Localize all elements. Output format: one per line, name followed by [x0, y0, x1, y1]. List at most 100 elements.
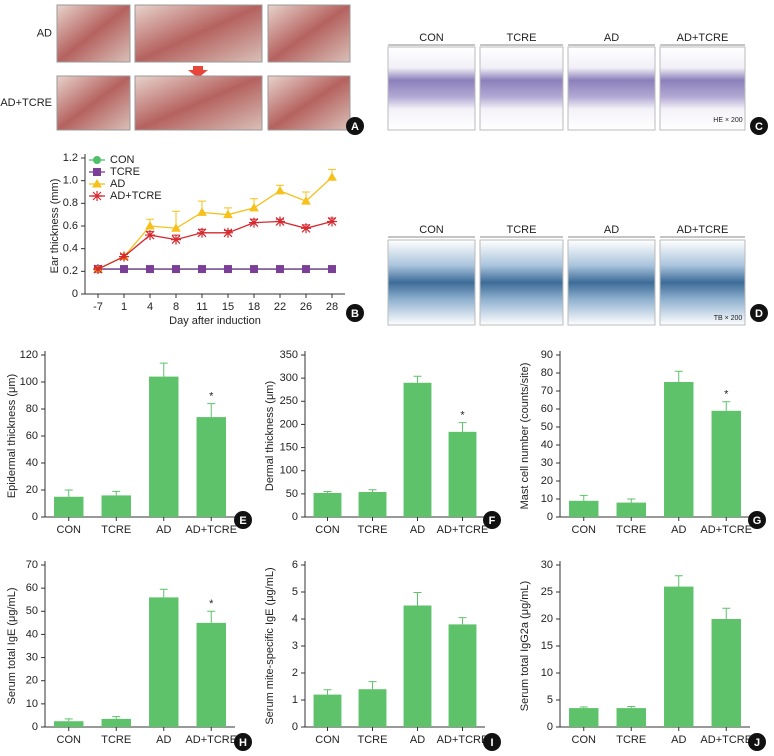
marker	[302, 265, 310, 274]
x-tick-label: AD	[671, 734, 686, 746]
marker	[250, 265, 258, 274]
panel-letter: G	[753, 515, 762, 527]
y-tick-label: 60	[26, 582, 38, 594]
significance-mark: *	[209, 391, 214, 403]
y-tick-label: 20	[541, 475, 553, 487]
marker	[145, 220, 155, 230]
x-tick-label: AD	[410, 734, 425, 746]
error-bar	[112, 490, 121, 496]
photo	[134, 75, 263, 131]
panel-letter: F	[489, 515, 496, 527]
y-tick-label: 0.4	[63, 243, 78, 255]
micrograph	[387, 46, 476, 131]
x-tick-label: TCRE	[101, 524, 131, 536]
photo	[267, 4, 351, 63]
y-tick-label: 60	[26, 430, 38, 442]
micrograph	[479, 46, 564, 131]
error-bar	[674, 370, 683, 382]
photo	[56, 75, 131, 131]
y-axis-label: Mast cell number (counts/site)	[519, 363, 531, 510]
error-bar	[722, 401, 731, 411]
marker	[224, 265, 232, 274]
bar	[101, 718, 131, 727]
y-tick-label: 5	[547, 694, 553, 706]
x-tick-label: -7	[93, 301, 103, 313]
y-axis-label: Serum total IgE (μg/mL)	[6, 588, 18, 705]
error-bar	[159, 362, 168, 377]
x-tick-label: TCRE	[616, 734, 646, 746]
bar	[569, 708, 599, 727]
panel-letter: H	[239, 737, 247, 749]
x-tick-label: CON	[315, 524, 340, 536]
bar	[448, 431, 477, 517]
x-tick-label: AD+TCRE	[437, 734, 489, 746]
legend-label: CON	[110, 154, 135, 166]
y-tick-label: 250	[280, 395, 298, 407]
bar	[664, 382, 694, 517]
micrograph	[387, 239, 476, 326]
panel-badge	[346, 117, 364, 135]
marker	[223, 209, 233, 219]
y-tick-label: 40	[26, 457, 38, 469]
micrograph	[659, 239, 746, 326]
column-label: AD+TCRE	[677, 224, 729, 236]
y-tick-label: 0	[32, 721, 38, 733]
marker	[327, 172, 337, 181]
y-tick-label: 0	[547, 721, 553, 733]
error-bar	[207, 610, 216, 623]
y-tick-label: 5	[292, 586, 298, 598]
y-tick-label: 0.2	[63, 265, 78, 277]
y-tick-label: 150	[280, 441, 298, 453]
bar	[616, 502, 646, 517]
x-tick-label: AD+TCRE	[185, 524, 237, 536]
x-tick-label: TCRE	[616, 524, 646, 536]
error-bar	[64, 718, 73, 722]
panel-letter: A	[351, 121, 359, 133]
marker	[198, 265, 206, 274]
y-tick-label: 1.0	[63, 175, 78, 187]
series-line	[97, 176, 333, 270]
y-tick-label: 0.6	[63, 220, 78, 232]
y-tick-label: 30	[541, 559, 553, 571]
y-tick-label: 60	[541, 403, 553, 415]
bar	[711, 619, 741, 727]
x-tick-label: 11	[196, 301, 207, 313]
y-tick-label: 120	[20, 349, 38, 361]
marker	[172, 265, 180, 274]
bar	[196, 622, 226, 727]
error-bar	[458, 422, 467, 432]
micrograph	[659, 46, 746, 131]
bar	[569, 500, 599, 517]
marker	[92, 178, 102, 188]
y-tick-label: 100	[20, 376, 38, 388]
y-tick-label: 3	[292, 640, 298, 652]
marker	[197, 227, 207, 238]
bar	[313, 492, 342, 517]
y-tick-label: 0	[292, 721, 298, 733]
error-bar	[413, 375, 422, 383]
marker	[276, 265, 284, 274]
y-tick-label: 1	[292, 694, 298, 706]
marker	[328, 265, 336, 274]
y-tick-label: 70	[26, 559, 38, 571]
bar	[711, 410, 741, 517]
panel-letter: I	[490, 737, 493, 749]
error-bar	[579, 706, 588, 709]
error-bar	[112, 716, 121, 719]
y-tick-label: 50	[286, 488, 298, 500]
legend-label: TCRE	[110, 166, 140, 178]
y-tick-label: 10	[26, 698, 38, 710]
panel-badge	[750, 304, 768, 322]
x-tick-label: 15	[222, 301, 234, 313]
marker	[171, 223, 181, 232]
x-tick-label: 1	[121, 301, 127, 313]
column-label: CON	[419, 224, 444, 236]
marker	[93, 168, 101, 176]
x-tick-label: AD	[410, 524, 425, 536]
x-tick-label: CON	[315, 734, 340, 746]
marker	[223, 227, 233, 238]
marker	[301, 223, 311, 234]
x-tick-label: AD+TCRE	[185, 734, 237, 746]
x-tick-label: AD	[156, 524, 171, 536]
panel-letter: C	[755, 121, 763, 133]
